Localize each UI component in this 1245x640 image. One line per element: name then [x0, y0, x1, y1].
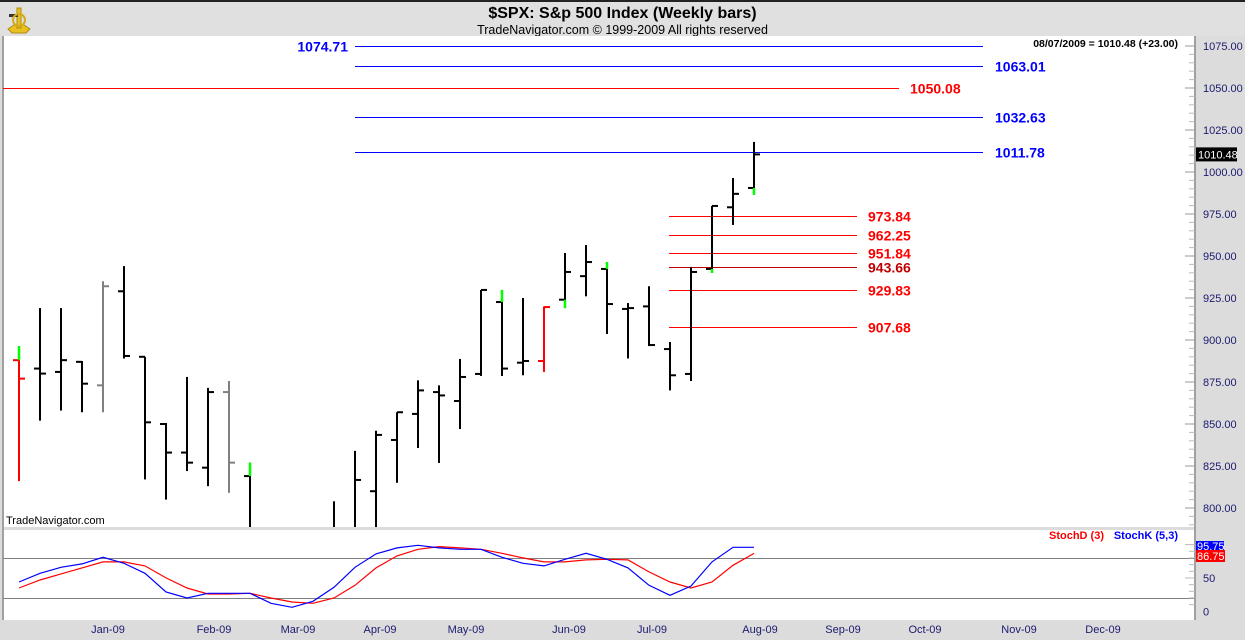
watermark: TradeNavigator.com: [6, 515, 105, 527]
stochd-value: 86.75: [1197, 551, 1225, 563]
ohlc-bar: [643, 286, 655, 347]
ohlc-bar: [391, 411, 403, 483]
ohlc-bar: [55, 308, 67, 411]
ohlc-bar: [748, 141, 760, 196]
level-label: 1063.01: [995, 59, 1046, 75]
level-label: 962.25: [868, 228, 911, 244]
y-tick-label: 900.00: [1203, 335, 1237, 347]
ohlc-bar: [139, 355, 151, 480]
y-tick-label: 850.00: [1203, 419, 1237, 431]
ohlc-bar: [517, 298, 529, 376]
ohlc-bar: [34, 308, 46, 421]
ohlc-bar: [601, 262, 613, 334]
level-label: 951.84: [868, 246, 911, 262]
stochd-line: [18, 545, 755, 604]
x-tick-label: Jun-09: [552, 624, 586, 636]
y-tick-label: 1050.00: [1203, 83, 1243, 95]
stochk-value-badge: [1196, 541, 1224, 550]
level-label: 1011.78: [995, 145, 1045, 161]
ohlc-bar: [580, 245, 592, 297]
stoch-panel: [3, 530, 1195, 620]
y-tick-label: 925.00: [1203, 293, 1237, 305]
ohlc-bar: [559, 252, 571, 309]
ohlc-bar: [496, 289, 508, 376]
x-tick-label: Jul-09: [637, 624, 667, 636]
ohlc-bar: [118, 266, 130, 359]
y-tick-label: 975.00: [1203, 209, 1237, 221]
x-tick-label: Aug-09: [742, 624, 777, 636]
chart-subtitle: TradeNavigator.com © 1999-2009 All right…: [477, 23, 768, 37]
ohlc-bar: [370, 430, 382, 527]
ohlc-bar: [244, 462, 252, 527]
x-tick-label: Jan-09: [91, 624, 125, 636]
y-tick-label: 1025.00: [1203, 125, 1243, 137]
x-tick-label: Feb-09: [197, 624, 232, 636]
ohlc-bar: [727, 178, 739, 225]
level-label: 1032.63: [995, 110, 1046, 126]
ohlc-bar: [538, 306, 550, 372]
y-tick-label: 825.00: [1203, 461, 1237, 473]
ohlc-bar: [454, 358, 466, 430]
sextant-logo-icon: [7, 7, 31, 34]
ohlc-bar: [202, 387, 214, 487]
last-readout: 08/07/2009 = 1010.48 (+23.00): [1033, 38, 1178, 50]
level-label: 973.84: [868, 209, 911, 225]
x-tick-label: Sep-09: [825, 624, 860, 636]
level-label: 929.83: [868, 283, 911, 299]
level-label: 1074.71: [297, 39, 348, 55]
ohlc-bar: [13, 346, 25, 482]
y-tick-label: 800.00: [1203, 503, 1237, 515]
legend-stochk: StochK (5,3): [1114, 530, 1179, 542]
x-tick-label: May-09: [448, 624, 485, 636]
ohlc-bar: [433, 385, 445, 463]
y-tick-label: 875.00: [1203, 377, 1237, 389]
ohlc-bar: [76, 360, 88, 413]
ohlc-bar: [181, 376, 193, 472]
x-tick-label: Oct-09: [908, 624, 941, 636]
title-bar: $SPX: S&p 500 Index (Weekly bars) TradeN…: [0, 0, 1245, 36]
last-price-badge: [1196, 147, 1237, 162]
stoch-tick-label: 0: [1203, 606, 1209, 618]
y-tick-label: 1075.00: [1203, 41, 1243, 53]
x-tick-label: Dec-09: [1085, 624, 1120, 636]
legend-stochd: StochD (3): [1049, 530, 1104, 542]
ohlc-bar: [223, 380, 235, 493]
level-label: 907.68: [868, 320, 911, 336]
stoch-tick-label: 50: [1203, 573, 1215, 585]
last-price-label: 1010.48: [1198, 149, 1238, 161]
ohlc-bar: [664, 342, 676, 391]
ohlc-bar: [685, 266, 697, 381]
ohlc-bar: [354, 450, 361, 527]
level-label: 943.66: [868, 260, 911, 276]
ohlc-bar: [475, 288, 487, 376]
level-label: 1050.08: [910, 81, 961, 97]
x-tick-label: Nov-09: [1001, 624, 1036, 636]
stochd-value-badge: [1196, 550, 1225, 562]
stochk-line: [18, 544, 754, 608]
ohlc-bar: [622, 303, 634, 359]
ohlc-bar: [706, 204, 718, 273]
ohlc-bar: [160, 422, 172, 500]
chart-title: $SPX: S&p 500 Index (Weekly bars): [488, 5, 757, 22]
x-tick-label: Mar-09: [281, 624, 316, 636]
y-tick-label: 1000.00: [1203, 167, 1243, 179]
y-tick-label: 950.00: [1203, 251, 1237, 263]
ohlc-bar: [97, 281, 109, 413]
x-tick-label: Apr-09: [363, 624, 396, 636]
ohlc-bar: [412, 380, 424, 449]
